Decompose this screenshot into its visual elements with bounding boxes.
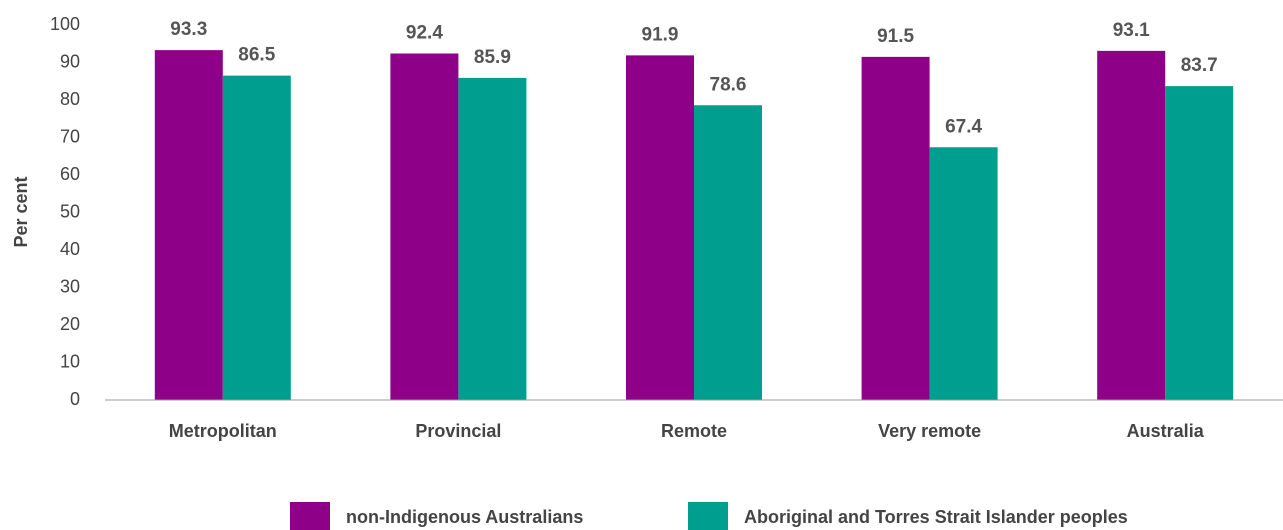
y-tick-label: 70	[60, 126, 80, 146]
value-label: 93.1	[1113, 20, 1150, 41]
bar	[154, 50, 223, 400]
value-label: 91.9	[642, 24, 679, 45]
value-label: 78.6	[710, 74, 747, 95]
bar	[222, 75, 291, 400]
y-tick-label: 100	[50, 14, 80, 34]
bar	[458, 77, 527, 400]
value-label: 86.5	[238, 45, 275, 66]
bar	[694, 105, 762, 400]
value-label: 67.4	[945, 116, 982, 137]
value-label: 91.5	[877, 26, 914, 47]
value-label: 92.4	[406, 23, 443, 44]
legend-label: Aboriginal and Torres Strait Islander pe…	[744, 507, 1128, 527]
bar	[626, 55, 694, 400]
x-tick-label: Australia	[1127, 421, 1205, 441]
x-tick-label: Metropolitan	[169, 421, 277, 441]
y-tick-label: 20	[60, 314, 80, 334]
y-tick-label: 80	[60, 89, 80, 109]
x-tick-label: Provincial	[415, 421, 501, 441]
legend-label: non-Indigenous Australians	[346, 507, 583, 527]
y-tick-label: 90	[60, 51, 80, 71]
x-tick-label: Very remote	[878, 421, 981, 441]
bar	[861, 56, 930, 400]
y-axis-label: Per cent	[11, 176, 31, 247]
bar	[1097, 50, 1166, 400]
bar	[1165, 86, 1234, 400]
legend-swatch	[290, 502, 330, 530]
bar	[929, 147, 998, 400]
value-label: 93.3	[170, 19, 207, 40]
x-tick-label: Remote	[661, 421, 727, 441]
y-tick-label: 60	[60, 164, 80, 184]
y-tick-label: 40	[60, 239, 80, 259]
y-tick-label: 30	[60, 276, 80, 296]
value-label: 83.7	[1181, 55, 1218, 76]
y-tick-label: 0	[70, 389, 80, 409]
bar	[390, 53, 459, 400]
y-tick-label: 10	[60, 351, 80, 371]
legend-swatch	[688, 502, 728, 530]
value-label: 85.9	[474, 47, 511, 68]
y-tick-label: 50	[60, 201, 80, 221]
